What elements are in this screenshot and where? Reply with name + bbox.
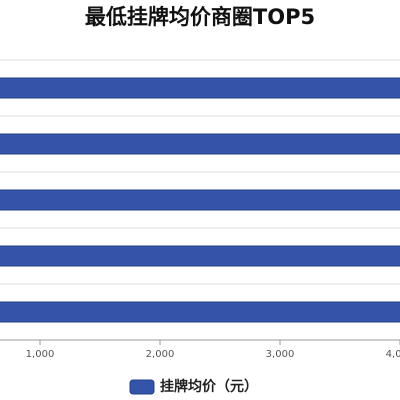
x-tick-label: 3,000 <box>266 349 295 360</box>
x-tick-label: 4,000 <box>386 349 400 360</box>
bar <box>0 189 400 211</box>
legend-label: 挂牌均价（元） <box>160 378 258 395</box>
x-tick-label: 2,000 <box>146 349 175 360</box>
chart-title: 最低挂牌均价商圈TOP5 <box>85 5 315 29</box>
x-tick-label: 1,000 <box>26 349 55 360</box>
bar <box>0 301 400 323</box>
bar <box>0 133 400 155</box>
legend-swatch <box>129 379 155 395</box>
bar <box>0 245 400 267</box>
bar <box>0 77 400 99</box>
